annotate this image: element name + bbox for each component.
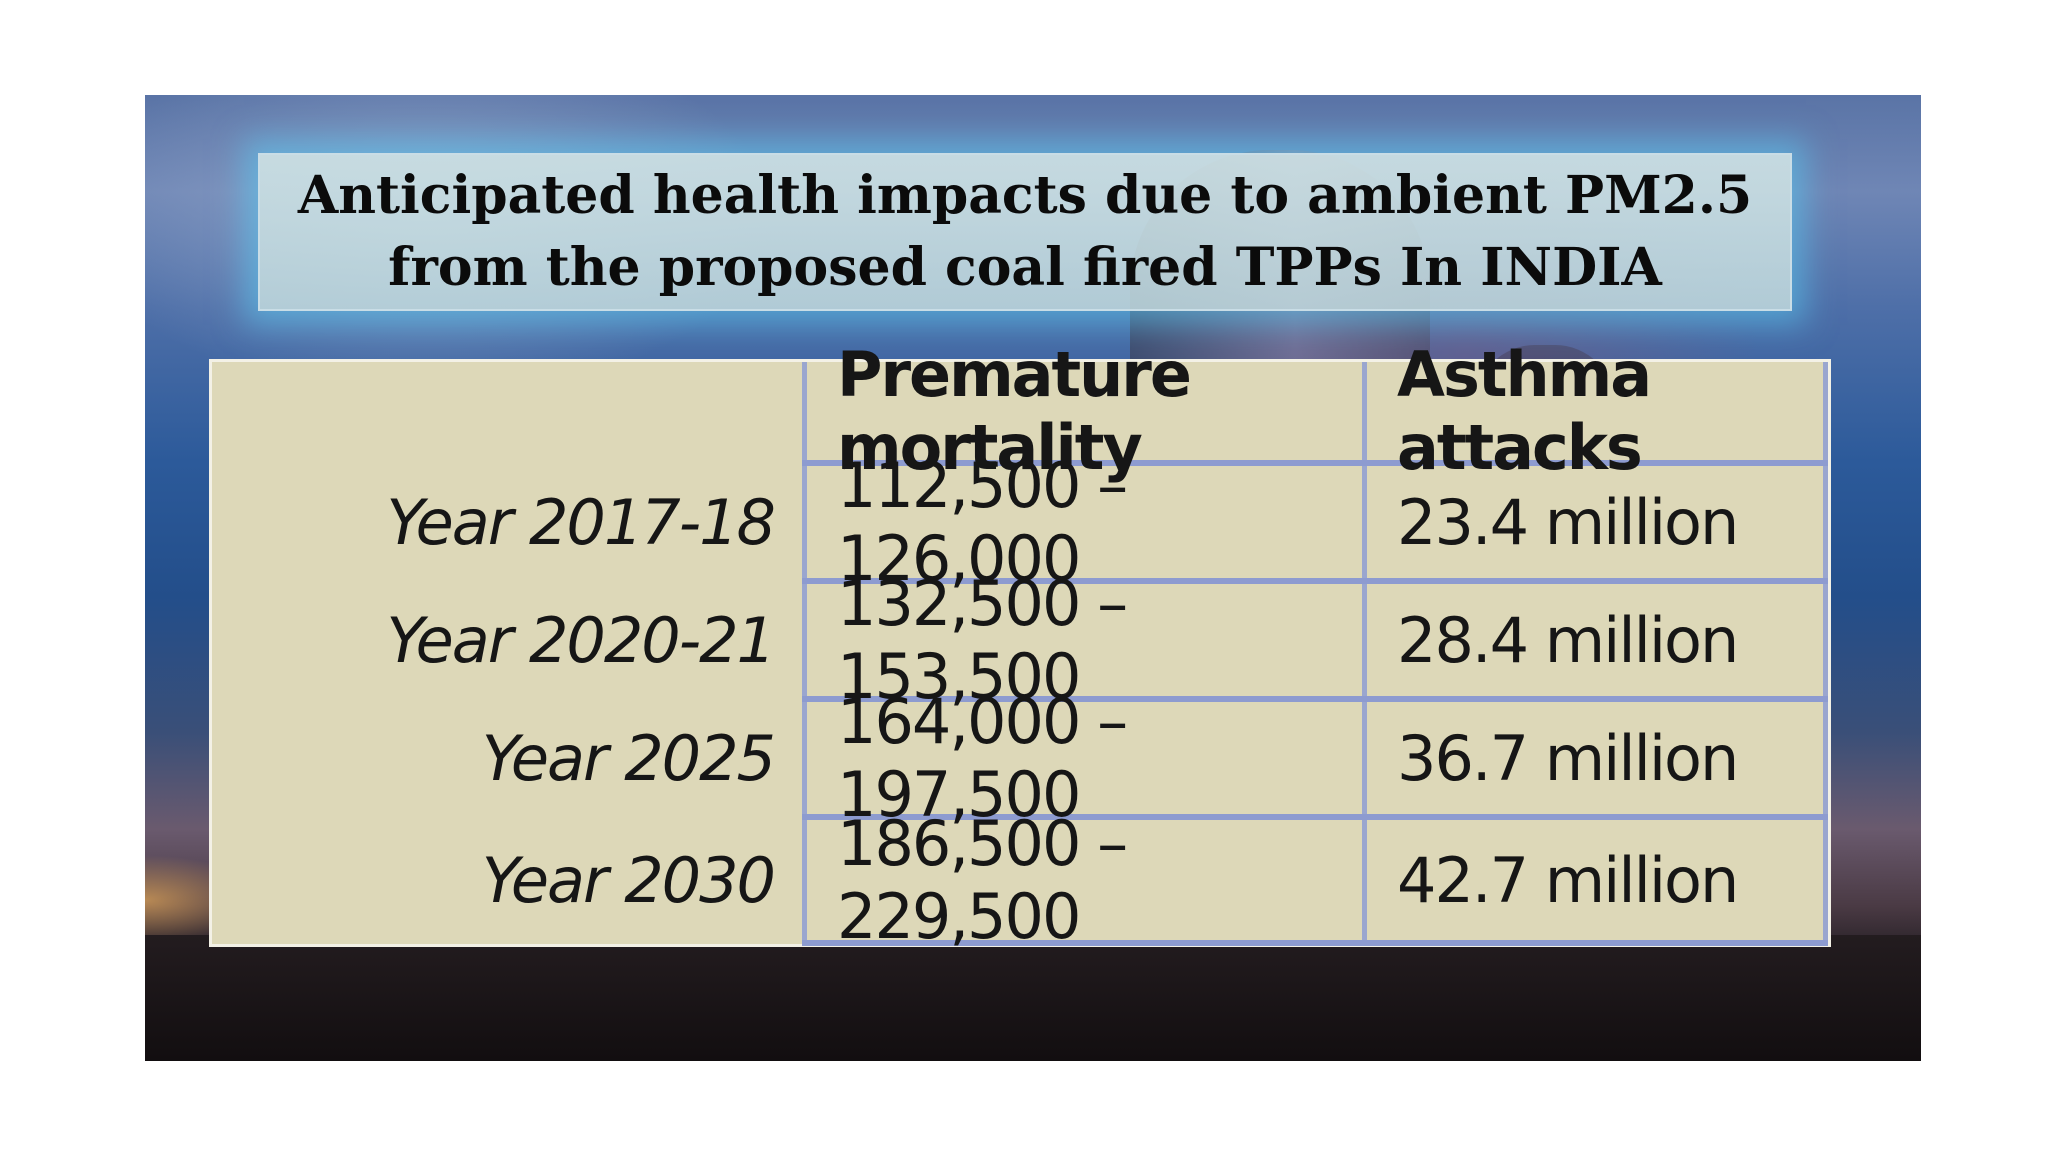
row-divider <box>802 460 1828 466</box>
mortality-value: 164,000 – 197,500 <box>837 685 1128 831</box>
ground-silhouette <box>145 935 1921 1061</box>
asthma-value: 42.7 million <box>1397 843 1739 917</box>
mortality-value: 186,500 – 229,500 <box>837 807 1128 953</box>
slide-title: Anticipated health impacts due to ambien… <box>297 165 1753 298</box>
row-label: Year 2030 <box>481 843 776 917</box>
row-divider <box>802 696 1828 702</box>
asthma-value: 23.4 million <box>1397 485 1739 559</box>
header-asthma-attacks: Asthma attacks <box>1397 338 1652 484</box>
table-grid: Premature mortality Asthma attacks Year … <box>212 338 1828 953</box>
health-impacts-table: Premature mortality Asthma attacks Year … <box>209 338 1831 953</box>
column-divider <box>802 362 807 944</box>
row-label: Year 2020-21 <box>386 603 776 677</box>
row-divider <box>802 578 1828 584</box>
column-divider <box>1823 362 1828 944</box>
row-divider <box>802 940 1828 946</box>
slide: Anticipated health impacts due to ambien… <box>145 95 1921 1061</box>
asthma-value: 28.4 million <box>1397 603 1739 677</box>
row-label: Year 2025 <box>481 721 776 795</box>
row-divider <box>802 814 1828 820</box>
mortality-value: 112,500 – 126,000 <box>837 449 1128 595</box>
title-box: Anticipated health impacts due to ambien… <box>258 153 1792 311</box>
mortality-value: 132,500 – 153,500 <box>837 567 1128 713</box>
row-label: Year 2017-18 <box>386 485 776 559</box>
asthma-value: 36.7 million <box>1397 721 1739 795</box>
column-divider <box>1362 362 1367 944</box>
header-premature-mortality: Premature mortality <box>837 338 1192 484</box>
